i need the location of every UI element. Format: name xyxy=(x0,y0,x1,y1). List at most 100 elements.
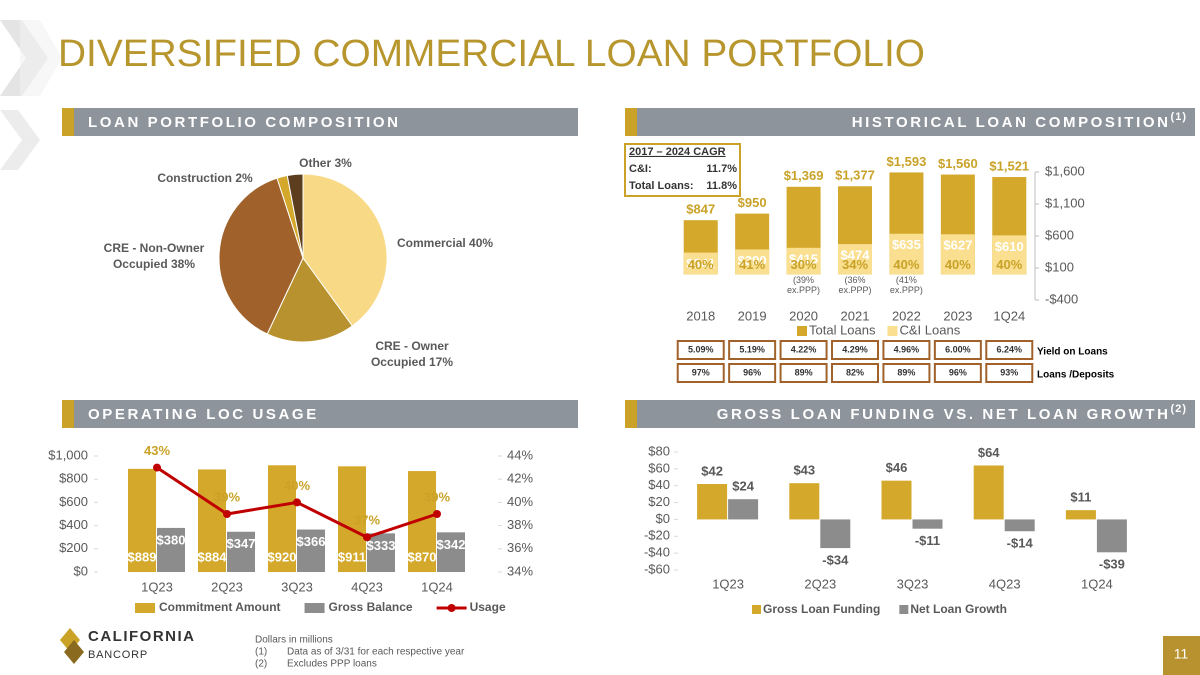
legend-dot xyxy=(447,604,456,612)
logo-line1: CALIFORNIA xyxy=(88,628,196,645)
value-label: $1,560 xyxy=(938,156,978,171)
value-label: $415 xyxy=(789,251,818,266)
table-cell-box xyxy=(831,340,879,360)
cagr-label: C&I: xyxy=(629,163,652,175)
y2-tick-label: 34% xyxy=(507,563,533,578)
x-tick-label: 1Q23 xyxy=(712,576,744,591)
value-label: $474 xyxy=(841,248,871,263)
x-tick-label: 2Q23 xyxy=(211,579,243,594)
table-cell: 5.19% xyxy=(739,344,765,354)
panel-accent xyxy=(625,108,637,136)
value-label: $920 xyxy=(268,549,297,564)
legend-label: Gross Loan Funding xyxy=(763,602,880,616)
panel-title-text: HISTORICAL LOAN COMPOSITION xyxy=(852,114,1171,131)
table-cell-box xyxy=(676,363,725,383)
bar xyxy=(912,519,943,529)
table-cell: 6.00% xyxy=(945,344,971,354)
bar xyxy=(789,483,820,520)
y2-tick-label: 44% xyxy=(507,447,533,462)
pie-slice xyxy=(218,177,304,335)
value-label: $627 xyxy=(943,238,972,253)
share-label: 30% xyxy=(791,257,817,272)
pie-slice xyxy=(286,173,304,259)
panel-header xyxy=(625,400,1195,428)
x-tick-label: 1Q23 xyxy=(141,579,173,594)
bar xyxy=(157,527,185,572)
value-label: -$39 xyxy=(1099,557,1125,572)
bar xyxy=(940,234,975,275)
bar xyxy=(786,247,821,275)
page-number-box xyxy=(1163,636,1200,675)
table-cell-box xyxy=(985,340,1034,360)
table-cell: 93% xyxy=(1000,367,1018,377)
table-cell: 82% xyxy=(846,367,864,377)
pie-label: Commercial 40% xyxy=(397,235,527,251)
panel-header xyxy=(625,108,1195,136)
panel-accent xyxy=(62,108,74,136)
value-label: -$14 xyxy=(1007,536,1034,551)
value-label: $42 xyxy=(701,463,723,478)
share-label: 40% xyxy=(996,257,1022,272)
table-cell: 6.24% xyxy=(997,344,1023,354)
x-tick-label: 2018 xyxy=(686,308,715,323)
legend-label: Total Loans xyxy=(809,322,876,337)
bar xyxy=(820,519,851,549)
value-label: $366 xyxy=(297,534,326,549)
bar xyxy=(973,465,1004,520)
panel-accent xyxy=(625,400,637,428)
value-label: 39% xyxy=(424,489,450,504)
pie-category: Construction xyxy=(157,171,232,185)
legend-label: Usage xyxy=(470,600,506,614)
share-label: 40% xyxy=(688,257,714,272)
table-cell-box xyxy=(933,340,982,360)
footnote: Excludes PPP loans xyxy=(287,659,377,670)
ex-ppp-label: (39% ex.PPP) xyxy=(787,275,821,296)
table-cell: 89% xyxy=(795,367,813,377)
usage-point xyxy=(223,510,231,518)
legend-label: Net Loan Growth xyxy=(910,602,1007,616)
pie-category: CRE - Non-Owner Occupied xyxy=(103,241,205,271)
legend-label: Commitment Amount xyxy=(159,600,281,614)
y-tick-label: $60 xyxy=(648,460,670,475)
bar xyxy=(367,533,395,572)
value-label: 43% xyxy=(144,443,170,458)
bar xyxy=(881,480,912,520)
y-tick-label: $0 xyxy=(74,563,88,578)
pie-label: Construction 2% xyxy=(140,170,270,186)
y2-tick-label: 42% xyxy=(507,471,533,486)
pie-category: CRE - Owner Occupied xyxy=(370,339,449,369)
y-tick-label: $600 xyxy=(1045,227,1074,242)
bar xyxy=(728,499,759,520)
x-tick-label: 2019 xyxy=(738,308,767,323)
value-label: $911 xyxy=(338,549,366,564)
share-label: 40% xyxy=(893,257,919,272)
cagr-label: Total Loans: xyxy=(629,180,694,192)
x-tick-label: 1Q24 xyxy=(1081,576,1113,591)
value-label: 40% xyxy=(284,478,310,493)
y2-tick-label: 36% xyxy=(507,540,533,555)
panel-title: LOAN PORTFOLIO COMPOSITION xyxy=(88,114,401,131)
pie-value: 38% xyxy=(171,257,196,271)
y-tick-label: $600 xyxy=(59,494,88,509)
y-tick-label: $1,600 xyxy=(1045,163,1085,178)
table-cell-box xyxy=(882,363,931,383)
panel-title-note: (1) xyxy=(1171,111,1187,123)
value-label: $24 xyxy=(732,479,754,494)
value-label: $380 xyxy=(157,532,186,547)
table-cell: 97% xyxy=(692,367,710,377)
table-cell: 96% xyxy=(949,367,967,377)
table-cell-box xyxy=(831,363,879,383)
table-cell-box xyxy=(779,340,828,360)
value-label: $342 xyxy=(437,537,466,552)
panel-title: OPERATING LOC USAGE xyxy=(88,406,319,423)
value-label: $1,593 xyxy=(887,154,927,169)
panel-title: HISTORICAL LOAN COMPOSITION(1) xyxy=(852,111,1187,131)
cagr-title: 2017 – 2024 CAGR xyxy=(629,146,726,158)
table-cell: 4.22% xyxy=(791,344,817,354)
value-label: $333 xyxy=(367,538,396,553)
value-label: $43 xyxy=(793,463,815,478)
y-tick-label: -$20 xyxy=(644,528,670,543)
y2-tick-label: 40% xyxy=(507,494,533,509)
usage-point xyxy=(153,463,161,472)
